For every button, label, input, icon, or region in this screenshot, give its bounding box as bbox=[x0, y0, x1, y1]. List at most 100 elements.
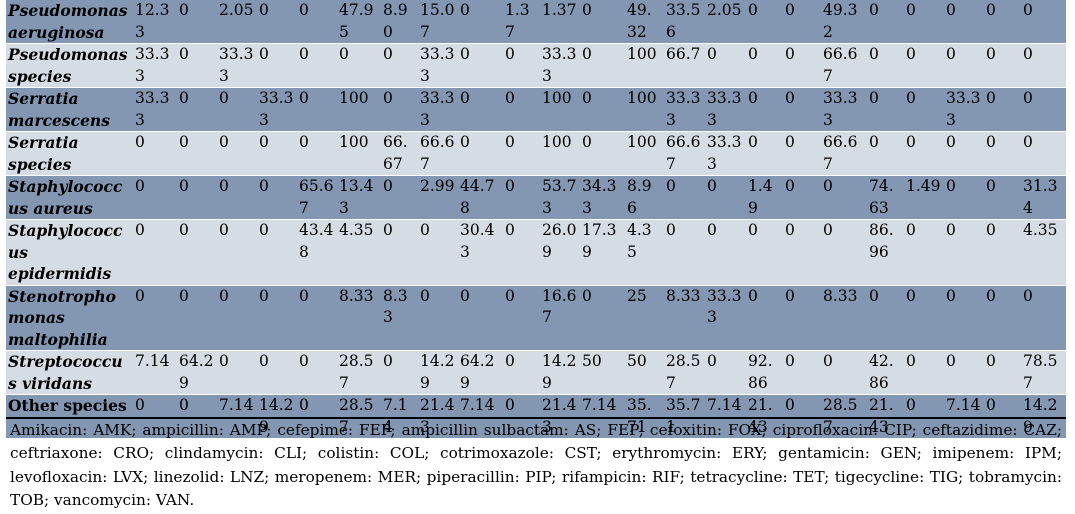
table-cell: 53.73 bbox=[539, 175, 579, 220]
table-cell: 0 bbox=[782, 0, 820, 44]
table-cell: 100 bbox=[624, 131, 663, 176]
table-cell: 0 bbox=[1020, 87, 1066, 132]
table-cell: 7.14 bbox=[943, 394, 983, 439]
table-cell: 0 bbox=[502, 43, 539, 88]
table-cell: 2.05 bbox=[704, 0, 745, 44]
table-cell: 33.33 bbox=[216, 43, 256, 88]
table-cell: 0 bbox=[866, 131, 903, 176]
table-cell: 0 bbox=[866, 87, 903, 132]
table-cell: 0 bbox=[782, 131, 820, 176]
table-cell: 8.33 bbox=[336, 285, 380, 351]
table-cell: 0 bbox=[296, 131, 336, 176]
table-cell: 14.29 bbox=[1020, 394, 1066, 439]
table-cell: 0 bbox=[380, 219, 417, 286]
table-cell: 17.39 bbox=[579, 219, 624, 286]
table-cell: 0 bbox=[176, 0, 216, 44]
table-cell: 0 bbox=[216, 219, 256, 286]
table-cell: 0 bbox=[745, 285, 782, 351]
table-cell: 7.14 bbox=[457, 394, 502, 439]
table-cell: 0 bbox=[704, 175, 745, 220]
table-cell: 0 bbox=[296, 87, 336, 132]
table-cell: 1.37 bbox=[539, 0, 579, 44]
organism-name: Other species bbox=[6, 394, 132, 439]
table-cell: 0 bbox=[866, 0, 903, 44]
table-cell: 0 bbox=[820, 175, 866, 220]
table-cell: 0 bbox=[176, 175, 216, 220]
table-cell: 74.63 bbox=[866, 175, 903, 220]
table-cell: 0 bbox=[176, 131, 216, 176]
table-cell: 65.67 bbox=[296, 175, 336, 220]
table-cell: 30.43 bbox=[457, 219, 502, 286]
table-cell: 34.33 bbox=[579, 175, 624, 220]
organism-name: Pseudomonas aeruginosa bbox=[6, 0, 132, 44]
table-cell: 0 bbox=[457, 87, 502, 132]
table-cell: 0 bbox=[782, 394, 820, 439]
abbreviation-footnote: Amikacin: AMK; ampicillin: AMP; cefepime… bbox=[10, 421, 1062, 510]
table-cell: 66.67 bbox=[820, 43, 866, 88]
table-cell: 12.33 bbox=[132, 0, 176, 44]
table-cell: 7.14 bbox=[132, 350, 176, 395]
table-cell: 0 bbox=[502, 350, 539, 395]
table-cell: 0 bbox=[457, 131, 502, 176]
table-cell: 0 bbox=[866, 285, 903, 351]
organism-name: Stenotrophomonas maltophilia bbox=[6, 285, 132, 351]
table-cell: 42.86 bbox=[866, 350, 903, 395]
table-cell: 33.33 bbox=[704, 87, 745, 132]
table-cell: 14.29 bbox=[256, 394, 296, 439]
table-cell: 0 bbox=[457, 0, 502, 44]
organism-name: Staphylococcus aureus bbox=[6, 175, 132, 220]
table-cell: 0 bbox=[943, 350, 983, 395]
table-cell: 7.14 bbox=[216, 394, 256, 439]
table-cell: 47.95 bbox=[336, 0, 380, 44]
table-cell: 8.96 bbox=[624, 175, 663, 220]
organism-name: Pseudomonas species bbox=[6, 43, 132, 88]
table-cell: 7.14 bbox=[380, 394, 417, 439]
table-cell: 0 bbox=[502, 175, 539, 220]
table-cell: 0 bbox=[502, 219, 539, 286]
table-cell: 0 bbox=[296, 285, 336, 351]
table-cell: 0 bbox=[256, 0, 296, 44]
table-cell: 43.48 bbox=[296, 219, 336, 286]
table-cell: 7.14 bbox=[579, 394, 624, 439]
table-cell: 0 bbox=[782, 87, 820, 132]
table-cell: 0 bbox=[579, 131, 624, 176]
table-cell: 100 bbox=[624, 43, 663, 88]
table-cell: 33.33 bbox=[820, 87, 866, 132]
table-cell: 0 bbox=[216, 131, 256, 176]
table-cell: 31.34 bbox=[1020, 175, 1066, 220]
table-cell: 0 bbox=[704, 219, 745, 286]
table-cell: 0 bbox=[417, 219, 457, 286]
table-cell: 100 bbox=[539, 87, 579, 132]
table-cell: 49.32 bbox=[820, 0, 866, 44]
table-cell: 15.07 bbox=[417, 0, 457, 44]
table-cell: 0 bbox=[132, 285, 176, 351]
table-cell: 0 bbox=[296, 350, 336, 395]
table-cell: 0 bbox=[216, 285, 256, 351]
table-cell: 33.33 bbox=[417, 87, 457, 132]
table-cell: 28.57 bbox=[336, 394, 380, 439]
table-cell: 0 bbox=[579, 43, 624, 88]
table-cell: 44.78 bbox=[457, 175, 502, 220]
table-row: Streptococcus viridans 7.14 64.29 0 0 0 28.57 0… bbox=[6, 350, 1066, 395]
table-cell: 0 bbox=[296, 43, 336, 88]
table-cell: 0 bbox=[782, 175, 820, 220]
table-cell: 33.33 bbox=[539, 43, 579, 88]
table-cell: 0 bbox=[745, 219, 782, 286]
table-row: Other species 0 0 7.14 14.29 0 28.57 7.14 21.43 7… bbox=[6, 394, 1066, 439]
table-cell: 0 bbox=[176, 219, 216, 286]
table-cell: 0 bbox=[132, 131, 176, 176]
table-cell: 0 bbox=[903, 43, 943, 88]
table-cell: 0 bbox=[380, 350, 417, 395]
table-cell: 33.33 bbox=[663, 87, 704, 132]
table-cell: 33.33 bbox=[943, 87, 983, 132]
table-cell: 0 bbox=[903, 87, 943, 132]
table-cell: 0 bbox=[745, 0, 782, 44]
table-cell: 100 bbox=[624, 87, 663, 132]
table-cell: 1.49 bbox=[745, 175, 782, 220]
table-cell: 0 bbox=[943, 131, 983, 176]
table-cell: 33.33 bbox=[704, 131, 745, 176]
table-cell: 0 bbox=[417, 285, 457, 351]
table-cell: 21.43 bbox=[417, 394, 457, 439]
table-cell: 0 bbox=[745, 131, 782, 176]
table-cell: 0 bbox=[903, 394, 943, 439]
